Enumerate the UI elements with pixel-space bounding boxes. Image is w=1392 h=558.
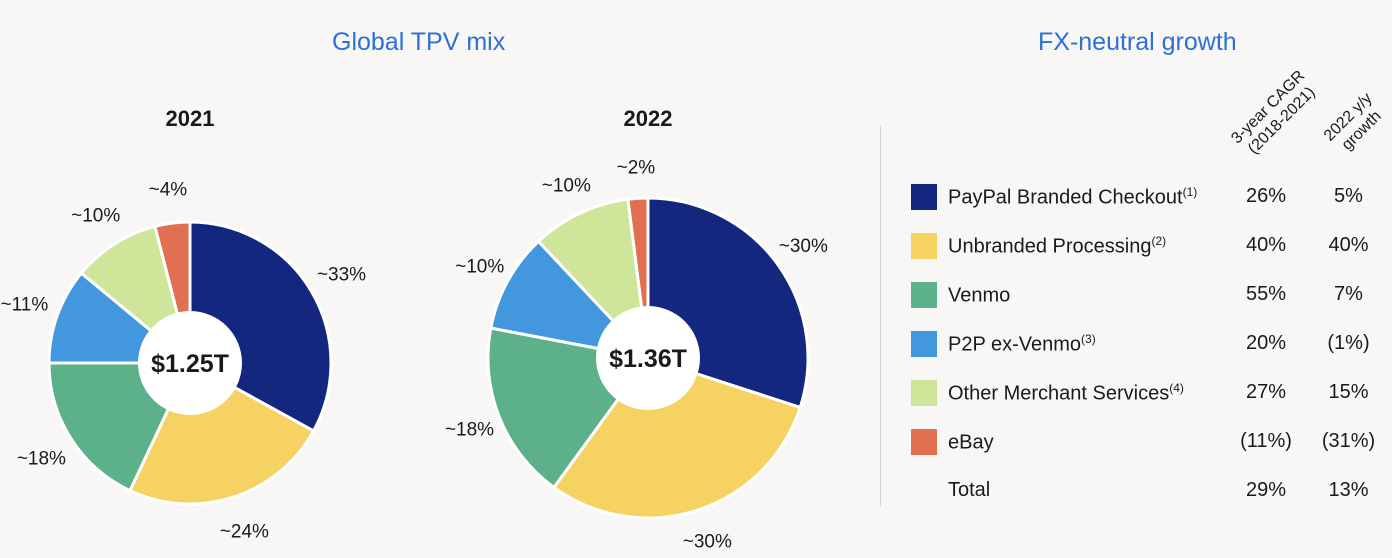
legend-label: P2P ex-Venmo(3) <box>948 332 1096 356</box>
legend-swatch <box>911 233 937 259</box>
center-total-2021: $1.25T <box>151 350 229 378</box>
legend-label: Other Merchant Services(4) <box>948 381 1184 405</box>
legend-swatch <box>911 282 937 308</box>
global-tpv-mix-title: Global TPV mix <box>332 28 506 56</box>
data-label-unbranded-processing: ~30% <box>683 532 732 553</box>
data-label-paypal-branded-checkout: ~33% <box>317 264 366 285</box>
data-label-other-merchant-services: ~10% <box>71 205 120 226</box>
legend-row-p2p-ex-venmo: P2P ex-Venmo(3) 20% (1%) <box>911 331 1381 361</box>
legend-label: Total <box>948 479 991 501</box>
legend-row-paypal-branded-checkout: PayPal Branded Checkout(1) 26% 5% <box>911 184 1381 214</box>
data-label-ebay: ~4% <box>149 179 188 200</box>
donut-hole <box>138 311 242 415</box>
legend-row-total: Total 29% 13% <box>911 478 1381 508</box>
legend-label: eBay <box>948 431 994 454</box>
donut-chart-2022: 2022 $1.36T ~30% ~30% ~18% ~10% ~10% ~2% <box>445 106 828 553</box>
cagr-value: (11%) <box>1240 430 1292 452</box>
chart-title-2021: 2021 <box>166 106 215 131</box>
cagr-value: 55% <box>1245 283 1287 305</box>
cagr-column-header: 3-year CAGR (2018-2021) <box>1228 67 1319 158</box>
yoy-value: 5% <box>1334 185 1363 207</box>
donut-hole <box>596 306 700 410</box>
cagr-value: 29% <box>1245 479 1287 501</box>
legend-row-ebay: eBay (11%) (31%) <box>911 429 1381 459</box>
legend-swatch <box>911 429 937 455</box>
legend-swatch <box>911 380 937 406</box>
yoy-value: 7% <box>1334 283 1363 305</box>
cagr-value: 40% <box>1245 234 1287 256</box>
data-label-ebay: ~2% <box>617 157 656 178</box>
data-label-venmo: ~18% <box>445 420 494 441</box>
yoy-value: (31%) <box>1321 430 1376 452</box>
data-label-paypal-branded-checkout: ~30% <box>779 236 828 257</box>
data-label-venmo: ~18% <box>17 448 66 469</box>
yoy-value: 13% <box>1328 479 1369 501</box>
legend-swatch <box>911 331 937 357</box>
legend-row-other-merchant-services: Other Merchant Services(4) 27% 15% <box>911 380 1381 410</box>
legend-row-unbranded-processing: Unbranded Processing(2) 40% 40% <box>911 233 1381 263</box>
legend-label: Venmo <box>948 284 1011 307</box>
slice-unbranded-processing <box>551 356 803 520</box>
legend-swatch <box>911 184 937 210</box>
center-total-2022: $1.36T <box>609 345 687 373</box>
data-label-p2p-ex-venmo: ~10% <box>455 257 504 278</box>
legend-label: Unbranded Processing(2) <box>948 234 1167 258</box>
chart-title-2022: 2022 <box>624 106 673 131</box>
data-label-p2p-ex-venmo: ~11% <box>1 294 49 315</box>
data-label-unbranded-processing: ~24% <box>220 521 269 542</box>
cagr-value: 27% <box>1245 381 1287 403</box>
donut-chart-2021: 2021 $1.25T ~33% ~24% ~18% ~11% ~10% ~4% <box>1 106 367 542</box>
cagr-value: 26% <box>1245 185 1287 207</box>
fx-neutral-growth-title: FX-neutral growth <box>1038 28 1237 56</box>
cagr-value: 20% <box>1245 332 1287 354</box>
data-label-other-merchant-services: ~10% <box>542 175 591 196</box>
legend-row-venmo: Venmo 55% 7% <box>911 282 1381 312</box>
yoy-value: 15% <box>1328 381 1369 403</box>
legend-label: PayPal Branded Checkout(1) <box>948 185 1198 209</box>
divider <box>880 125 881 507</box>
donut-charts: 2021 $1.25T ~33% ~24% ~18% ~11% ~10% ~4% 2022… <box>1 106 828 553</box>
yoy-value: 40% <box>1328 234 1369 256</box>
yoy-value: (1%) <box>1327 332 1370 354</box>
